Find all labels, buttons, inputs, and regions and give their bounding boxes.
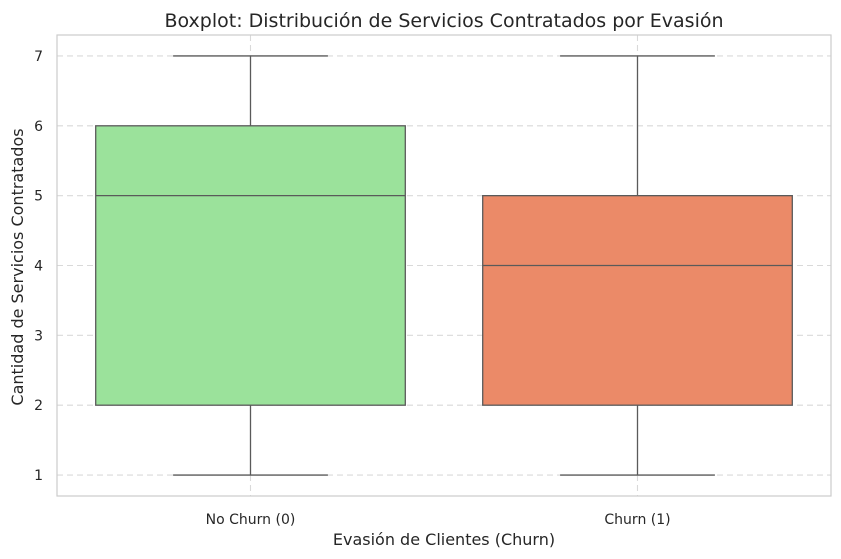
plot-frame (56, 34, 832, 497)
x-tick-label: Churn (1) (604, 512, 670, 528)
y-tick-labels: 1 2 3 4 5 6 7 (34, 49, 43, 484)
chart-title: Boxplot: Distribución de Servicios Contr… (164, 10, 723, 32)
y-tick-label: 1 (34, 468, 43, 484)
iqr-box (482, 195, 793, 406)
y-tick-label: 6 (34, 119, 43, 135)
y-tick-label: 2 (34, 398, 43, 414)
box-group (95, 55, 406, 476)
y-tick-label: 3 (34, 328, 43, 344)
iqr-box (95, 125, 406, 406)
y-axis-label: Cantidad de Servicios Contratados (8, 128, 27, 405)
y-tick-label: 7 (34, 49, 43, 65)
x-tick-labels: No Churn (0) Churn (1) (206, 512, 671, 528)
x-tick-label: No Churn (0) (206, 512, 296, 528)
x-axis-label: Evasión de Clientes (Churn) (333, 530, 555, 549)
y-tick-label: 4 (34, 259, 43, 275)
box-group (482, 55, 793, 476)
boxes (95, 55, 793, 476)
y-tick-label: 5 (34, 189, 43, 205)
